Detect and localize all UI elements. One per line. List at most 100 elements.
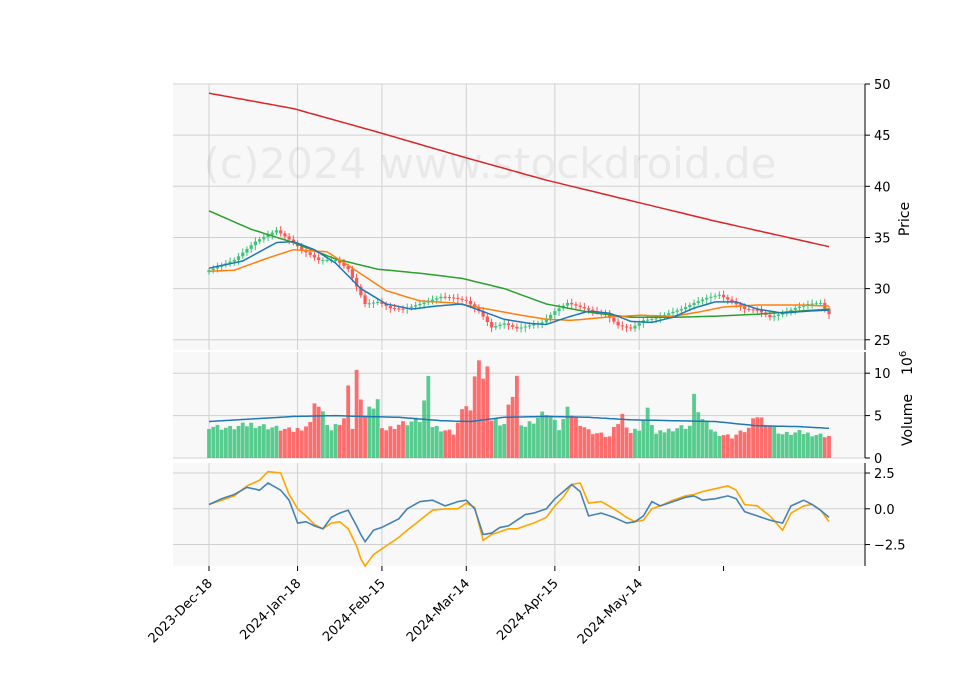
volume-bar <box>253 428 258 458</box>
candle-body <box>401 308 405 310</box>
volume-bar <box>283 428 287 458</box>
volume-bar <box>468 410 473 458</box>
candle-body <box>633 325 637 329</box>
candle-body <box>414 305 418 307</box>
candle-body <box>793 308 797 310</box>
volume-bar <box>392 428 397 458</box>
candle-body <box>646 319 650 321</box>
volume-bar <box>730 438 734 458</box>
volume-bar <box>308 422 313 458</box>
candle-body <box>287 236 291 240</box>
y-tick-label: 25 <box>874 334 891 349</box>
x-tick-label: 2024-May-14 <box>575 576 646 647</box>
candle-body <box>755 309 759 311</box>
volume-bar <box>557 430 561 458</box>
volume-axis-label: Volume <box>900 394 916 446</box>
candle-body <box>608 314 612 318</box>
volume-bar <box>628 433 633 458</box>
volume-bar <box>405 425 410 458</box>
volume-bar <box>350 428 355 458</box>
y-tick-label: 30 <box>874 283 891 298</box>
candle-body <box>367 303 371 305</box>
volume-bar <box>578 425 583 458</box>
candle-body <box>675 310 679 312</box>
candle-body <box>776 314 780 316</box>
y-tick-label: 10 <box>874 367 891 382</box>
candle-body <box>709 296 713 298</box>
candle-body <box>409 306 414 308</box>
y-tick-label: 5 <box>874 410 882 425</box>
volume-bar <box>633 428 637 458</box>
volume-bar <box>510 396 515 458</box>
candle-body <box>557 308 561 312</box>
candle-body <box>679 309 683 311</box>
candle-body <box>574 304 578 306</box>
volume-bar <box>215 424 220 458</box>
candle-body <box>342 263 346 267</box>
candle-body <box>392 308 397 310</box>
candle-body <box>721 294 726 298</box>
candle-body <box>772 315 776 318</box>
volume-bar <box>371 408 376 458</box>
volume-bar <box>776 433 781 458</box>
volume-bar <box>228 425 232 458</box>
candle-body <box>468 300 473 305</box>
volume-bar <box>780 434 785 458</box>
candle-body <box>667 313 671 315</box>
volume-bar <box>599 432 604 458</box>
x-tick-label: 2024-Feb-15 <box>320 576 389 645</box>
candle-body <box>346 266 350 270</box>
candle-body <box>502 323 506 325</box>
watermark-text: (c)2024 www.stockdroid.de <box>204 139 777 188</box>
candle-body <box>485 316 489 323</box>
candle-body <box>241 252 245 257</box>
candle-body <box>814 303 818 305</box>
candle-body <box>236 256 241 260</box>
candle-body <box>810 303 814 305</box>
volume-bar <box>666 428 671 458</box>
candle-body <box>430 299 435 302</box>
volume-bar <box>772 426 777 458</box>
candle-body <box>266 234 270 238</box>
candle-body <box>447 297 452 299</box>
candle-body <box>253 241 257 246</box>
volume-bar <box>654 433 658 458</box>
oscillator-lines <box>208 470 830 568</box>
volume-bar <box>734 434 739 458</box>
candle-body <box>338 259 342 264</box>
candle-body <box>249 245 253 249</box>
candle-body <box>228 261 232 264</box>
candle-body <box>747 309 751 311</box>
candle-body <box>688 304 692 308</box>
volume-bar <box>240 422 245 458</box>
volume-bar <box>396 424 401 458</box>
x-tick-label: 2024-Jan-18 <box>237 576 304 643</box>
volume-bar <box>401 421 405 458</box>
volume-bar <box>624 427 629 458</box>
moving-averages <box>208 92 830 326</box>
volume-bar <box>413 417 418 458</box>
candle-body <box>498 324 502 327</box>
candle-body <box>591 309 595 312</box>
volume-bar <box>278 430 283 458</box>
volume-bar <box>709 429 713 458</box>
volume-bar <box>367 406 372 458</box>
volume-bar <box>430 427 435 458</box>
scale-base: 10 <box>900 357 916 375</box>
volume-bar <box>384 430 389 458</box>
candle-body <box>215 266 220 269</box>
volume-bar <box>333 424 338 458</box>
candle-body <box>460 298 464 300</box>
volume-bar <box>649 424 654 458</box>
candle-body <box>549 314 553 319</box>
candle-body <box>532 324 536 326</box>
volume-bar <box>612 426 616 458</box>
volume-bar <box>291 431 296 458</box>
sma-50-line <box>208 248 830 322</box>
volume-bar <box>460 409 464 458</box>
volume-bar <box>687 425 692 458</box>
candle-body <box>279 230 283 234</box>
candle-body <box>494 326 498 328</box>
volume-bar <box>523 426 528 458</box>
